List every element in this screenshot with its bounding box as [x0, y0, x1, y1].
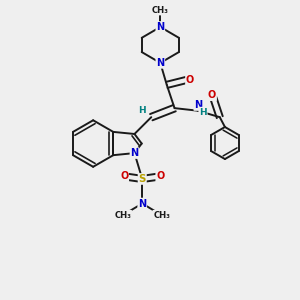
Text: H: H	[199, 107, 207, 116]
Text: N: N	[156, 22, 164, 32]
Text: CH₃: CH₃	[114, 211, 131, 220]
Text: S: S	[139, 174, 146, 184]
Text: N: N	[194, 100, 202, 110]
Text: N: N	[138, 199, 146, 208]
Text: O: O	[186, 75, 194, 85]
Text: O: O	[156, 171, 164, 182]
Text: O: O	[208, 90, 216, 100]
Text: CH₃: CH₃	[153, 211, 170, 220]
Text: H: H	[138, 106, 146, 115]
Text: N: N	[156, 58, 164, 68]
Text: CH₃: CH₃	[152, 6, 169, 15]
Text: O: O	[120, 171, 128, 182]
Text: N: N	[130, 148, 139, 158]
